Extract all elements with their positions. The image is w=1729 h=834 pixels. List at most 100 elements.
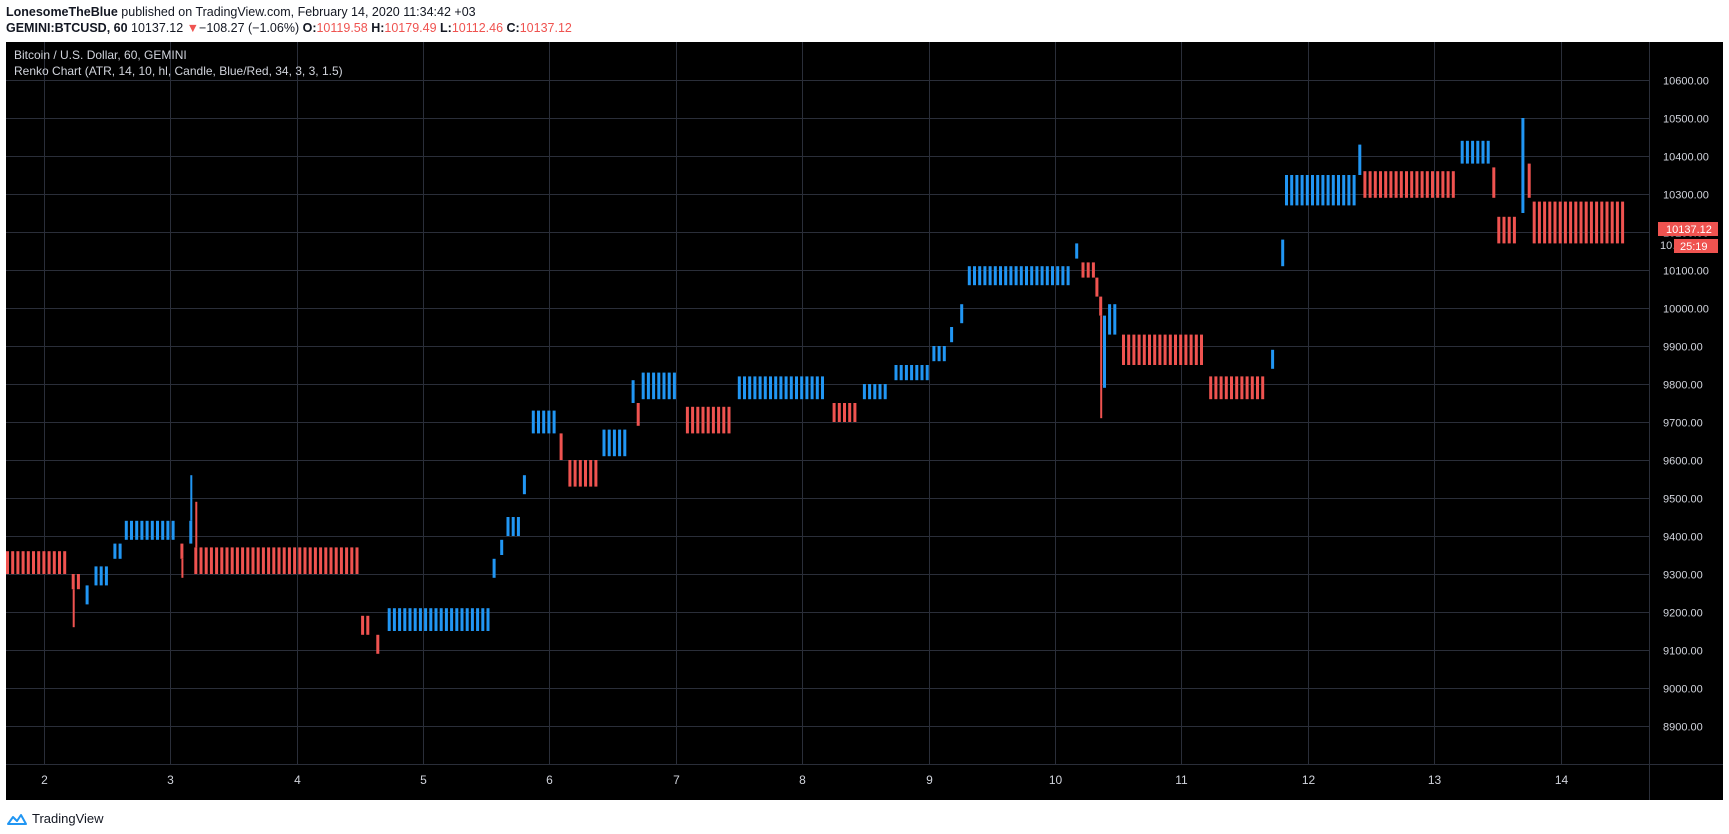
renko-brick	[225, 547, 229, 574]
renko-brick	[1295, 175, 1299, 206]
renko-brick	[894, 365, 898, 381]
renko-brick	[1368, 171, 1372, 198]
renko-brick	[848, 403, 852, 422]
up-brick-group	[1460, 140, 1490, 164]
renko-brick	[516, 517, 520, 536]
renko-brick	[774, 376, 778, 400]
renko-brick	[450, 608, 454, 631]
renko-brick	[795, 376, 798, 400]
renko-brick	[1512, 216, 1516, 244]
renko-brick	[950, 327, 954, 343]
renko-brick	[403, 608, 407, 631]
renko-brick	[1521, 118, 1525, 213]
ohlc-line: GEMINI:BTCUSD, 60 10137.12 ▼−108.27 (−1.…	[6, 21, 572, 35]
renko-brick	[1420, 171, 1424, 198]
up-brick-group	[1108, 304, 1117, 335]
renko-brick	[156, 520, 159, 540]
time-axis[interactable]: 2 3 4 5 6 7 8 9 10 11 12 13 14	[41, 773, 1568, 787]
renko-brick	[1025, 266, 1028, 286]
renko-brick	[1235, 376, 1239, 400]
renko-brick	[568, 460, 572, 487]
renko-brick	[99, 566, 103, 586]
symbol-label: GEMINI:BTCUSD, 60	[6, 21, 128, 35]
price-tick-label: 9200.00	[1663, 608, 1703, 620]
renko-brick	[873, 384, 877, 400]
renko-brick	[1497, 216, 1501, 244]
renko-brick	[1230, 376, 1233, 400]
renko-brick	[662, 372, 666, 400]
renko-brick	[584, 460, 587, 487]
renko-brick	[1621, 201, 1625, 244]
renko-brick	[32, 551, 35, 574]
renko-brick	[657, 372, 661, 400]
close-label: C:	[506, 21, 520, 35]
renko-brick	[1553, 201, 1557, 244]
up-brick-group	[737, 376, 824, 400]
renko-brick	[1441, 171, 1445, 198]
renko-brick	[1075, 243, 1079, 259]
renko-brick	[612, 429, 616, 457]
price-tick-label: 10500.00	[1663, 114, 1709, 126]
renko-brick	[1091, 262, 1095, 278]
renko-brick	[329, 547, 333, 574]
renko-brick	[978, 266, 982, 286]
renko-brick	[1358, 144, 1362, 175]
brick-wick	[181, 558, 184, 578]
renko-brick	[696, 406, 700, 434]
renko-brick	[135, 520, 139, 540]
down-brick-group	[361, 615, 370, 635]
renko-brick	[500, 539, 504, 555]
time-tick-label: 11	[1175, 773, 1188, 787]
renko-brick	[511, 517, 515, 536]
renko-brick	[1311, 175, 1314, 206]
renko-brick	[1527, 163, 1531, 198]
renko-brick	[722, 406, 726, 434]
renko-brick	[636, 403, 640, 426]
renko-brick	[1245, 376, 1249, 400]
renko-brick	[413, 608, 417, 631]
renko-chart[interactable]: 10600.0010500.0010400.0010300.0010200.00…	[6, 42, 1723, 800]
last-price: 10137.12	[131, 21, 184, 35]
renko-brick	[1502, 216, 1506, 244]
renko-brick	[1261, 376, 1265, 400]
renko-brick	[47, 551, 51, 574]
up-brick-group	[1281, 239, 1285, 267]
renko-brick	[1399, 171, 1403, 198]
high-label: H:	[371, 21, 385, 35]
time-tick-label: 12	[1302, 773, 1316, 787]
renko-brick	[58, 551, 61, 574]
renko-brick	[63, 551, 67, 574]
price-tick-label: 9100.00	[1663, 646, 1703, 658]
author-name[interactable]: LonesomeTheBlue	[6, 5, 118, 19]
price-axis[interactable]: 10600.0010500.0010400.0010300.0010200.00…	[1663, 76, 1709, 734]
renko-brick	[1492, 167, 1496, 198]
time-tick-label: 14	[1555, 773, 1569, 787]
renko-brick	[1342, 175, 1346, 206]
down-brick-group	[376, 634, 380, 654]
price-tick-label: 10300.00	[1663, 190, 1709, 202]
tradingview-footer[interactable]: TradingView	[6, 811, 104, 826]
up-brick-group	[862, 384, 887, 400]
last-price-tag-text: 10137.12	[1666, 224, 1712, 236]
time-tick-label: 2	[41, 773, 48, 787]
renko-brick	[1558, 201, 1562, 244]
time-tick-label: 9	[926, 773, 933, 787]
renko-brick	[537, 410, 540, 434]
chart-panel[interactable]: 10600.0010500.0010400.0010300.0010200.00…	[6, 42, 1723, 800]
renko-brick	[1574, 201, 1578, 244]
renko-brick	[706, 406, 710, 434]
renko-brick	[602, 429, 606, 457]
renko-brick	[1103, 315, 1106, 388]
renko-brick	[522, 475, 526, 495]
renko-brick	[1595, 201, 1599, 244]
renko-brick	[1086, 262, 1090, 278]
price-tick-label: 9400.00	[1663, 532, 1703, 544]
renko-brick	[166, 520, 170, 540]
up-brick-group	[1521, 118, 1525, 213]
renko-brick	[293, 547, 297, 574]
renko-brick	[559, 433, 563, 460]
renko-brick	[16, 551, 20, 574]
renko-brick	[1014, 266, 1018, 286]
up-brick-group	[500, 539, 504, 555]
renko-brick	[85, 585, 89, 605]
